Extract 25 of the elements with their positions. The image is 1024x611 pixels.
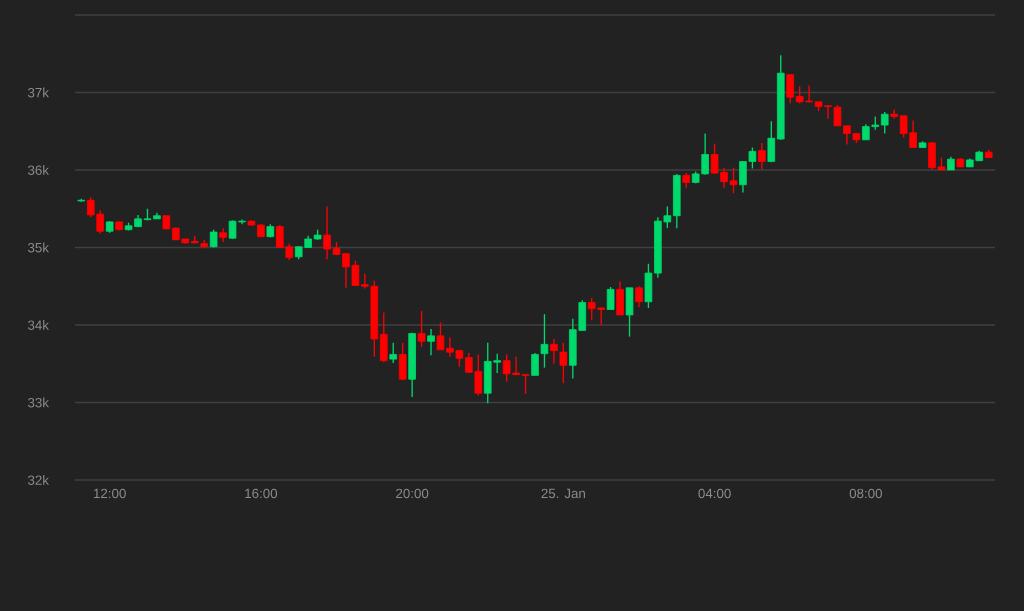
candlestick	[531, 352, 539, 377]
candlestick	[758, 142, 766, 170]
x-tick-label: 20:00	[396, 488, 429, 499]
y-tick-label: 34k	[27, 320, 49, 330]
candlestick	[880, 111, 889, 135]
y-tick-label: 37k	[27, 87, 49, 98]
candlestick	[540, 313, 549, 369]
x-tick-label: 04:00	[698, 488, 731, 499]
x-tick-label: 16:00	[245, 488, 278, 499]
candlestick	[427, 328, 435, 356]
candlestick	[417, 310, 426, 348]
y-tick-label: 33k	[27, 397, 49, 408]
candlestick	[635, 285, 643, 308]
y-tick-label: 35k	[27, 242, 49, 253]
x-tick-label: 25. Jan	[541, 488, 585, 499]
candlestick	[559, 342, 568, 384]
candlestick	[550, 338, 558, 365]
candlestick	[606, 286, 615, 311]
x-tick-label: 12:00	[94, 488, 126, 499]
x-tick-label: 08:00	[849, 488, 882, 499]
y-tick-label: 36k	[27, 165, 49, 175]
candlestick	[389, 342, 398, 364]
candlestick	[786, 73, 795, 105]
candlestick	[767, 120, 776, 163]
y-tick-label: 32k	[27, 475, 49, 485]
